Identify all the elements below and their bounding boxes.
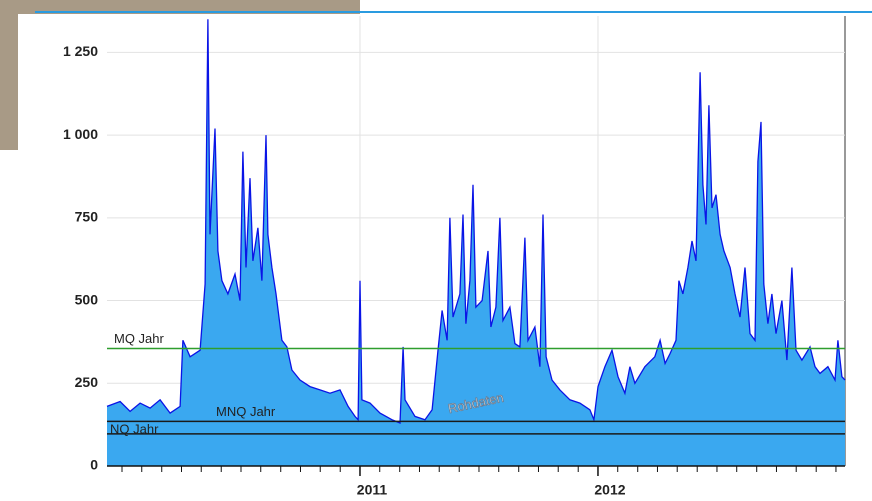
y-tick-label: 250 bbox=[75, 374, 99, 390]
reference-label: MNQ Jahr bbox=[216, 404, 276, 419]
y-tick-label: 1 000 bbox=[63, 126, 98, 142]
x-tick-label: 2012 bbox=[594, 482, 625, 498]
reference-label: NQ Jahr bbox=[110, 421, 159, 436]
x-tick-label: 2011 bbox=[357, 482, 388, 498]
y-tick-label: 0 bbox=[90, 457, 98, 473]
chart: 0 250 500 750 1 000 1 250 MQ Jahr MNQ Jahr NQ Ja… bbox=[0, 0, 872, 501]
y-tick-label: 750 bbox=[75, 209, 99, 225]
photo-strip bbox=[0, 0, 18, 150]
y-tick-label: 1 250 bbox=[63, 43, 98, 59]
reference-label: MQ Jahr bbox=[114, 331, 165, 346]
y-tick-label: 500 bbox=[75, 291, 99, 307]
